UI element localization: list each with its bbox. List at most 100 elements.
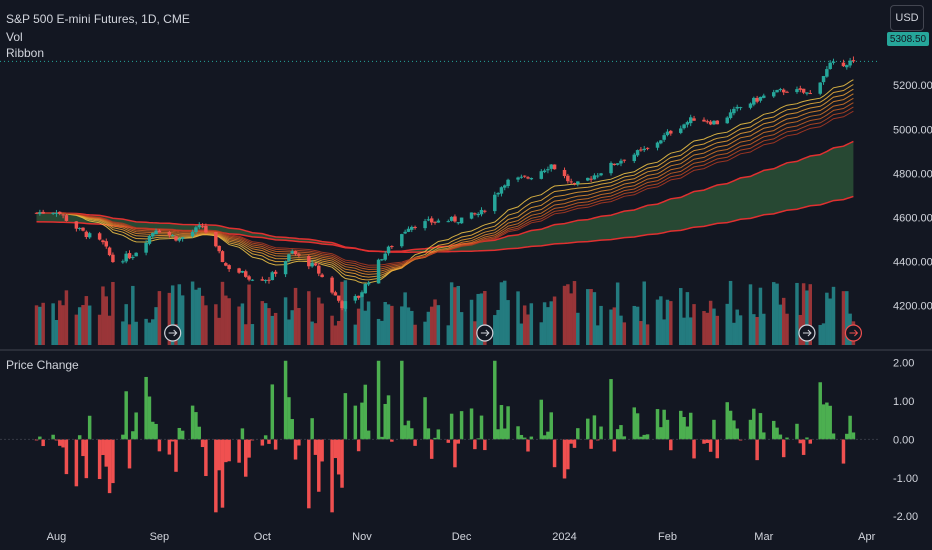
price-change-bar bbox=[423, 397, 427, 440]
price-change-bar bbox=[270, 384, 275, 440]
price-change-bar bbox=[669, 439, 673, 451]
price-change-bar bbox=[84, 439, 89, 479]
price-change-bar bbox=[476, 438, 480, 440]
price-change-bar bbox=[97, 439, 102, 480]
price-change-bar bbox=[436, 429, 441, 440]
price-change-bar bbox=[220, 439, 225, 508]
candle-body bbox=[479, 209, 484, 215]
candle-body bbox=[728, 112, 733, 119]
price-change-bar bbox=[851, 432, 856, 440]
candle-body bbox=[433, 221, 437, 223]
candle-body bbox=[499, 187, 504, 194]
price-change-bar bbox=[728, 410, 733, 440]
price-change-bar bbox=[406, 420, 411, 440]
volume-bar bbox=[243, 324, 248, 345]
volume-bar bbox=[725, 303, 729, 345]
volume-bar bbox=[436, 305, 441, 345]
candle-body bbox=[595, 175, 600, 177]
volume-bar bbox=[705, 312, 710, 345]
candle-body bbox=[217, 245, 221, 252]
volume-bar bbox=[423, 321, 427, 345]
vol-indicator-label[interactable]: Vol bbox=[6, 30, 23, 44]
candle-body bbox=[586, 177, 590, 181]
price-change-bar bbox=[237, 439, 241, 463]
volume-bar bbox=[413, 324, 417, 345]
volume-bar bbox=[526, 314, 530, 345]
candle-body bbox=[180, 237, 185, 239]
candle-body bbox=[762, 95, 766, 98]
price-change-bar bbox=[775, 427, 779, 440]
price-change-bar bbox=[134, 412, 138, 440]
volume-bar bbox=[735, 309, 739, 345]
price-change-bar bbox=[642, 434, 646, 440]
candle-body bbox=[449, 216, 454, 221]
candle-body bbox=[390, 246, 394, 248]
price-change-bar bbox=[738, 439, 743, 441]
volume-bar bbox=[360, 294, 364, 345]
volume-bar bbox=[131, 285, 135, 345]
price-change-bar bbox=[174, 439, 178, 472]
price-change-bar bbox=[180, 430, 185, 440]
volume-bar bbox=[493, 315, 497, 345]
ribbon-indicator-label[interactable]: Ribbon bbox=[6, 46, 45, 60]
volume-bar bbox=[539, 322, 544, 345]
event-markers bbox=[164, 324, 863, 342]
price-change-bar bbox=[313, 439, 318, 455]
candle-body bbox=[642, 148, 646, 151]
price-change-pane-title[interactable]: Price Change bbox=[6, 358, 79, 372]
price-change-bar bbox=[87, 415, 92, 440]
volume-bar bbox=[104, 296, 109, 345]
candle-body bbox=[795, 89, 799, 93]
currency-button[interactable]: USD bbox=[890, 5, 924, 31]
volume-bar bbox=[380, 320, 384, 345]
volume-bar bbox=[503, 280, 507, 345]
price-change-bar bbox=[177, 427, 182, 440]
price-change-bar bbox=[549, 412, 553, 440]
candle-body bbox=[635, 150, 640, 156]
price-change-bar bbox=[386, 395, 391, 440]
volume-bar bbox=[781, 297, 786, 345]
candle-body bbox=[151, 233, 155, 237]
candle-body bbox=[662, 135, 666, 140]
candle-body bbox=[376, 259, 381, 284]
volume-bar bbox=[356, 308, 361, 345]
dividend-marker-icon-glyph bbox=[802, 329, 812, 337]
price-change-bar bbox=[755, 439, 759, 461]
candle-body bbox=[267, 279, 271, 281]
price-change-bar bbox=[576, 428, 580, 440]
price-change-bar bbox=[273, 439, 278, 450]
candle-body bbox=[97, 233, 102, 240]
lower-y-tick-label: -1.00 bbox=[893, 473, 918, 485]
volume-bar bbox=[622, 322, 627, 345]
volume-bar bbox=[476, 293, 480, 345]
candle-body bbox=[828, 62, 832, 70]
volume-bar bbox=[546, 307, 550, 345]
volume-bar bbox=[250, 324, 255, 345]
candle-body bbox=[81, 227, 85, 231]
volume-bar bbox=[589, 289, 593, 345]
price-change-bar bbox=[290, 419, 294, 440]
price-change-bar bbox=[383, 403, 387, 440]
price-change-bar bbox=[615, 429, 620, 440]
volume-bar bbox=[632, 305, 637, 345]
volume-bar bbox=[748, 284, 753, 345]
volume-bar bbox=[400, 306, 404, 345]
price-change-bar bbox=[217, 439, 221, 471]
candle-body bbox=[147, 235, 152, 244]
candle-body bbox=[446, 221, 451, 223]
candle-body bbox=[134, 252, 138, 257]
candle-body bbox=[41, 211, 45, 214]
volume-bar bbox=[801, 283, 806, 345]
candle-body bbox=[360, 292, 364, 297]
price-change-bar bbox=[818, 382, 822, 440]
candle-body bbox=[313, 263, 318, 266]
price-change-bar bbox=[58, 439, 62, 446]
candle-body bbox=[818, 82, 822, 94]
price-change-bar bbox=[310, 418, 314, 440]
volume-bar bbox=[642, 281, 646, 345]
candle-body bbox=[529, 178, 534, 180]
price-change-bar bbox=[121, 434, 125, 440]
volume-bar bbox=[655, 299, 660, 345]
price-change-bar bbox=[566, 439, 570, 470]
